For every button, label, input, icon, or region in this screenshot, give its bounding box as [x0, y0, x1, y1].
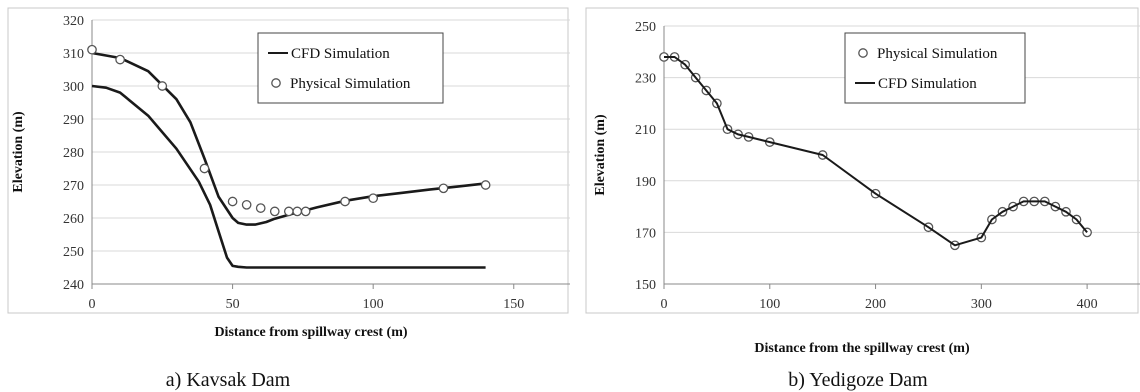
y-tick-label: 280 [63, 146, 84, 161]
x-axis-label: Distance from the spillway crest (m) [754, 341, 970, 356]
y-tick-label: 300 [63, 80, 84, 95]
data-point [480, 180, 491, 190]
y-tick-label: 270 [63, 179, 84, 194]
data-point [87, 44, 97, 55]
y-tick-label: 170 [635, 226, 656, 241]
legend-marker-swatch [858, 48, 868, 58]
y-tick-label: 290 [63, 113, 84, 128]
data-point [115, 54, 125, 65]
legend-box [844, 32, 1026, 104]
legend-label: CFD Simulation [878, 76, 977, 92]
legend-box [257, 32, 444, 104]
data-point [283, 206, 294, 217]
y-tick-label: 190 [635, 175, 656, 190]
data-point [368, 193, 379, 204]
data-point [199, 163, 210, 174]
data-point [300, 206, 311, 217]
y-tick-label: 230 [635, 72, 656, 87]
legend-label: CFD Simulation [291, 46, 390, 62]
x-axis-label: Distance from spillway crest (m) [214, 325, 407, 340]
x-tick-label: 0 [89, 297, 96, 312]
legend-label: Physical Simulation [877, 46, 998, 62]
data-point [227, 196, 238, 207]
x-tick-label: 100 [759, 297, 780, 312]
data-point [340, 196, 350, 207]
y-tick-label: 310 [63, 47, 84, 62]
x-tick-label: 100 [363, 297, 384, 312]
chart-caption: a) Kavsak Dam [166, 369, 291, 391]
data-point [438, 183, 449, 194]
x-tick-label: 200 [865, 297, 886, 312]
y-tick-label: 250 [635, 20, 656, 35]
y-tick-label: 250 [63, 245, 84, 260]
data-point [269, 206, 280, 217]
chart-caption: b) Yedigoze Dam [788, 369, 928, 391]
data-point [292, 206, 303, 217]
x-tick-label: 400 [1077, 297, 1098, 312]
y-axis-label: Elevation (m) [593, 114, 608, 196]
x-tick-label: 50 [226, 297, 240, 312]
y-tick-label: 320 [63, 14, 84, 29]
chart-border [7, 7, 569, 314]
legend-marker-swatch [271, 78, 281, 88]
series-line-cfd-simulation [91, 51, 486, 226]
chart-b: 150 170 190 210 230 250 0 100 200 300 400 Distance … [585, 7, 1140, 391]
y-tick-label: 150 [635, 278, 656, 293]
legend-label: Physical Simulation [290, 76, 411, 92]
data-point [157, 81, 168, 91]
data-point [255, 203, 266, 213]
chart-border [585, 7, 1139, 314]
series-line-floor-profile [91, 84, 486, 269]
series-line-cfd-simulation [664, 56, 1088, 247]
y-tick-label: 210 [635, 123, 656, 138]
chart-a: 240 250 260 270 280 290 300 310 320 0 50 100 150 Dist… [7, 7, 570, 391]
x-tick-label: 150 [503, 297, 524, 312]
y-tick-label: 240 [63, 278, 84, 293]
x-tick-label: 0 [661, 297, 668, 312]
y-tick-label: 260 [63, 212, 84, 227]
y-axis-label: Elevation (m) [11, 111, 26, 193]
x-tick-label: 300 [971, 297, 992, 312]
data-point [241, 199, 252, 210]
